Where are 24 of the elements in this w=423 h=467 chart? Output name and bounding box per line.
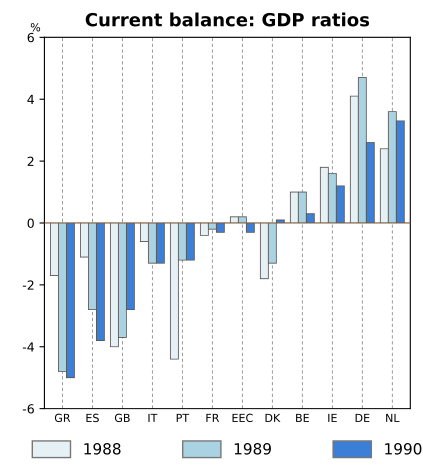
x-tick-label: NL <box>386 414 400 422</box>
chart-title: Current balance: GDP ratios <box>86 12 370 27</box>
x-tick-label: BE <box>296 414 309 422</box>
legend-label: 1990 <box>385 443 422 455</box>
y-tick-label: 2 <box>28 156 34 166</box>
x-tick-label: FR <box>206 414 220 422</box>
x-tick-label: DK <box>266 414 281 422</box>
x-tick-label: PT <box>176 414 190 422</box>
y-tick-label: 4 <box>27 94 34 104</box>
x-tick-label: IT <box>148 414 158 422</box>
x-tick-label: ES <box>86 414 99 422</box>
x-tick-label: DE <box>356 414 370 422</box>
x-tick-label: GB <box>114 414 130 422</box>
y-axis-title: % <box>30 23 40 32</box>
legend-label: 1988 <box>84 443 121 455</box>
y-tick-label: -6 <box>22 404 34 414</box>
y-tick-label: 0 <box>28 218 34 228</box>
x-tick-label: GR <box>54 414 70 422</box>
x-tick-label: EEC <box>232 414 253 422</box>
x-tick-label: IE <box>328 414 337 422</box>
y-tick-label: -4 <box>22 342 34 352</box>
y-tick-label: -2 <box>22 280 34 290</box>
y-tick-label: 6 <box>28 32 34 42</box>
legend-label: 1989 <box>234 443 271 455</box>
